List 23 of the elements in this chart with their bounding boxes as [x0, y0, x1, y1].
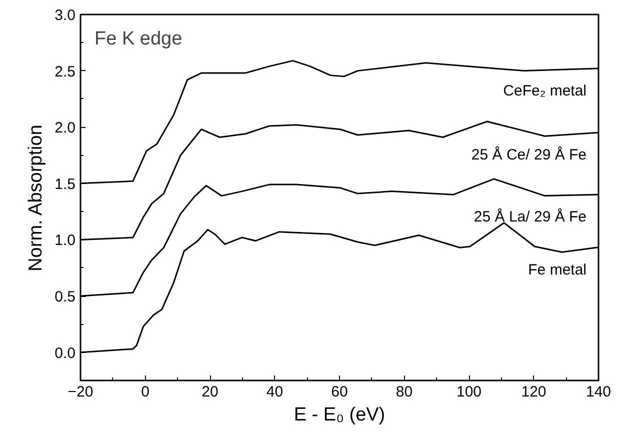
y-tick-label: 2.0 — [54, 120, 76, 137]
x-tick-label: −20 — [68, 384, 94, 400]
y-axis-title: Norm. Absorption — [26, 124, 47, 272]
series-label: Fe metal — [528, 262, 587, 279]
x-tick-label: 120 — [521, 384, 546, 400]
x-tick-label: 20 — [202, 384, 218, 400]
y-tick-label: 0.5 — [54, 288, 76, 306]
y-tick-label: 1.0 — [54, 232, 76, 250]
series-label: CeFe₂ metal — [503, 82, 587, 100]
y-tick-label: 0.0 — [54, 344, 76, 362]
y-tick-label: 3.0 — [54, 7, 76, 24]
x-tick-label: 80 — [396, 384, 413, 400]
x-tick-label: 0 — [141, 384, 150, 400]
x-tick-label: 60 — [331, 384, 348, 400]
series-label: 25 Å La/ 29 Å Fe — [474, 208, 587, 226]
x-axis-title: E - E₀ (eV) — [294, 404, 386, 426]
y-tick-label: 2.5 — [54, 63, 76, 80]
x-tick-label: 40 — [266, 384, 284, 400]
annotation: Fe K edge — [94, 28, 182, 50]
y-tick-label: 1.5 — [54, 176, 76, 193]
x-tick-label: 100 — [456, 384, 482, 400]
x-tick-label: 140 — [586, 384, 612, 400]
series-label: 25 Å Ce/ 29 Å Fe — [471, 146, 587, 164]
